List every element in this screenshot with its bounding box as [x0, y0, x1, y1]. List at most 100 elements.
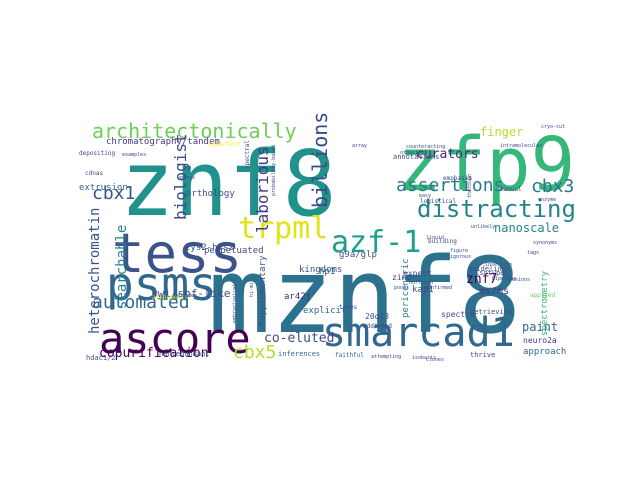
- cloud-word: paint: [522, 320, 558, 334]
- cloud-word: trpml: [238, 211, 328, 246]
- cloud-word: znf8: [120, 132, 337, 237]
- cloud-word: synonyms: [533, 240, 557, 246]
- cloud-word: znf7: [466, 272, 497, 287]
- cloud-word: tess: [112, 222, 242, 285]
- cloud-word: chromatography/tandem: [106, 137, 220, 147]
- cloud-word: imperfect: [208, 141, 241, 148]
- cloud-word: nonredundant: [159, 350, 210, 358]
- cloud-word: ar42j: [284, 292, 311, 302]
- cloud-word: ascore: [99, 314, 251, 363]
- cloud-word: intramolecular: [500, 143, 542, 149]
- cloud-word: figure: [450, 248, 468, 254]
- cloud-word: emphasis: [443, 175, 472, 182]
- cloud-word: trees: [339, 304, 357, 311]
- cloud-word: explicit: [303, 306, 346, 316]
- cloud-word: curators: [416, 147, 479, 162]
- cloud-word: fusions: [509, 277, 530, 283]
- cloud-word: zinc: [392, 273, 411, 282]
- cloud-word: hi-mi: [249, 282, 255, 297]
- cloud-word: thorough: [467, 174, 473, 198]
- cloud-word: mznf8: [208, 235, 521, 357]
- cloud-word: nanoscale: [494, 221, 559, 235]
- cloud-word: psms: [106, 257, 217, 311]
- cloud-word: zfp9: [397, 122, 575, 208]
- cloud-word: addicted: [363, 323, 392, 330]
- cloud-word: hp1: [319, 267, 335, 277]
- cloud-word: approach: [523, 347, 566, 357]
- cloud-word: spectrometry: [540, 270, 550, 336]
- cloud-word: examples: [122, 152, 146, 158]
- cloud-word: counteracting: [406, 144, 445, 150]
- cloud-word: alignments: [152, 294, 189, 301]
- cloud-word: kap1: [412, 285, 434, 295]
- cloud-word: applied: [530, 292, 556, 299]
- cloud-word: neuro2a: [523, 336, 557, 345]
- cloud-word: probability-based: [271, 145, 277, 196]
- cloud-word: searchable: [114, 225, 130, 309]
- cloud-background: [80, 112, 560, 367]
- cloud-word: hdac1/2: [86, 354, 116, 362]
- cloud-word: confirmed: [425, 285, 452, 291]
- cloud-word: automated: [92, 292, 190, 313]
- cloud-word: expert: [403, 269, 432, 278]
- cloud-word: attempting: [371, 354, 401, 360]
- cloud-word: cys2-his2: [185, 243, 234, 253]
- cloud-word: co-eluted: [264, 331, 334, 346]
- cloud-word: billions: [308, 112, 332, 208]
- cloud-word: depositing: [79, 150, 116, 157]
- cloud-word: liquid: [426, 235, 444, 241]
- cloud-word: northern: [409, 280, 433, 286]
- cloud-word: vigorous: [447, 254, 471, 260]
- cloud-word: clones: [426, 357, 444, 363]
- cloud-word: g9a/glp: [339, 250, 377, 260]
- cloud-word: versus: [177, 175, 195, 181]
- cloud-word: ms/ms: [479, 286, 509, 297]
- cloud-word: annotations: [393, 153, 439, 161]
- cloud-word: cbx1: [92, 183, 135, 204]
- cloud-word: manual: [500, 186, 522, 193]
- cloud-word: guidelines: [468, 265, 510, 273]
- cloud-word: thrive: [470, 351, 495, 359]
- cloud-word: assertions: [396, 175, 504, 196]
- cloud-word: retrieving: [470, 308, 512, 316]
- cloud-word: extrusion: [79, 183, 128, 193]
- cloud-word: isobaric: [412, 355, 436, 361]
- cloud-word: organisms: [400, 150, 427, 156]
- cloud-word: architectonically: [92, 119, 297, 143]
- cloud-word: isotypes: [475, 269, 509, 277]
- cloud-word: peptides: [173, 293, 197, 299]
- cloud-word: embryological: [232, 284, 238, 323]
- cloud-word: distracting: [417, 195, 576, 223]
- cloud-word: swi/snf-like: [151, 287, 230, 300]
- cloud-word: cdnas: [85, 170, 103, 177]
- cloud-word: laborious: [253, 146, 272, 233]
- cloud-word: heterochromatin: [87, 208, 103, 334]
- cloud-word: biologist: [171, 133, 190, 220]
- cloud-word: easy: [419, 193, 431, 199]
- cloud-word: spectra: [441, 310, 475, 319]
- cloud-word: inferences: [278, 350, 320, 358]
- cloud-word: perpetuated: [204, 246, 264, 256]
- cloud-word: pools: [394, 285, 409, 291]
- cloud-word: kingdoms: [299, 265, 342, 275]
- cloud-word: faithful: [335, 352, 364, 359]
- cloud-word: azf-1: [331, 225, 421, 260]
- cloud-word: smarcad1: [322, 310, 515, 356]
- cloud-word: 20q13: [365, 312, 389, 321]
- cloud-word: insertion: [485, 262, 512, 268]
- cloud-word: unlikely: [471, 224, 495, 230]
- cloud-word: pericentric: [401, 258, 411, 318]
- cloud-word: enzyme: [538, 197, 556, 203]
- cloud-word: logistical: [420, 198, 457, 205]
- cloud-word: supplementary: [258, 255, 268, 326]
- cloud-word: cbx5: [233, 342, 276, 363]
- cloud-word: cbx3: [531, 176, 574, 197]
- cloud-word: pipeline: [492, 276, 516, 282]
- cloud-word: tags: [527, 250, 539, 256]
- cloud-word: copurification: [99, 346, 209, 361]
- cloud-word: building: [428, 238, 457, 245]
- cloud-word: spectral: [244, 140, 251, 169]
- cloud-word: array: [352, 143, 367, 149]
